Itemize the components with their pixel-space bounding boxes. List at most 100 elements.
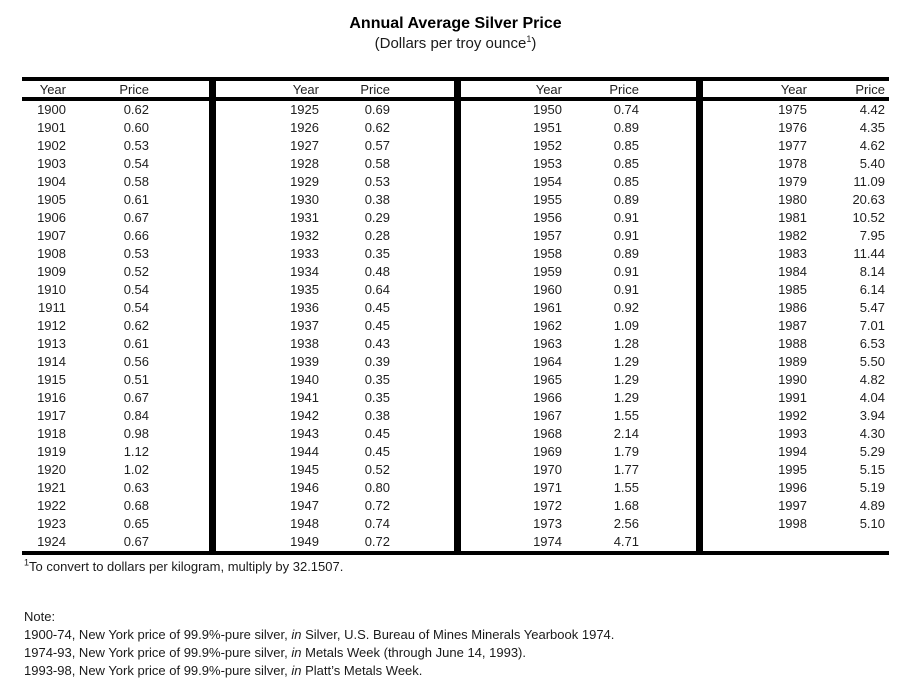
year-cell: 1921 bbox=[37, 480, 66, 495]
table-row: 1980 20.63 bbox=[703, 191, 889, 209]
table-row: 1929 0.53 bbox=[216, 173, 454, 191]
price-cell: 0.63 bbox=[123, 480, 149, 495]
year-cell: 1980 bbox=[778, 192, 807, 207]
year-column-header: Year bbox=[22, 81, 66, 101]
table-group-1900-1924: Year Price 1900 0.62 1901 0.60 1902 0.53 1903 0… bbox=[22, 81, 209, 551]
table-row: 1936 0.45 bbox=[216, 299, 454, 317]
price-cell: 5.10 bbox=[859, 516, 885, 531]
year-cell: 1928 bbox=[290, 156, 319, 171]
table-group-1975-1998: Year Price 1975 4.42 1976 4.35 1977 4.62 1978 5… bbox=[703, 81, 889, 551]
table-row: 1987 7.01 bbox=[703, 317, 889, 335]
table-row: 1989 5.50 bbox=[703, 353, 889, 371]
table-row: 1912 0.62 bbox=[22, 317, 209, 335]
table-row: 1918 0.98 bbox=[22, 425, 209, 443]
spacer-cell bbox=[390, 353, 454, 371]
spacer-cell bbox=[639, 371, 696, 389]
price-cell: 4.35 bbox=[859, 120, 885, 135]
spacer-cell bbox=[149, 389, 209, 407]
spacer-cell bbox=[639, 389, 696, 407]
year-cell: 1963 bbox=[533, 336, 562, 351]
table-row: 1945 0.52 bbox=[216, 461, 454, 479]
spacer-cell bbox=[149, 425, 209, 443]
spacer-cell bbox=[639, 281, 696, 299]
year-cell: 1994 bbox=[778, 444, 807, 459]
year-cell: 1946 bbox=[290, 480, 319, 495]
price-cell: 1.68 bbox=[613, 498, 639, 513]
year-cell: 1920 bbox=[37, 462, 66, 477]
table-row: 1946 0.80 bbox=[216, 479, 454, 497]
spacer-cell bbox=[390, 533, 454, 551]
spacer-cell bbox=[639, 479, 696, 497]
table-row: 1988 6.53 bbox=[703, 335, 889, 353]
note-text: 1993-98, New York price of 99.9%-pure si… bbox=[24, 663, 292, 678]
price-cell: 4.42 bbox=[859, 102, 885, 117]
year-cell: 1914 bbox=[37, 354, 66, 369]
price-cell: 0.52 bbox=[123, 264, 149, 279]
year-cell: 1903 bbox=[37, 156, 66, 171]
year-cell: 1965 bbox=[533, 372, 562, 387]
table-row: 1961 0.92 bbox=[461, 299, 696, 317]
spacer-header bbox=[885, 81, 889, 101]
year-cell: 1900 bbox=[37, 102, 66, 117]
spacer-cell bbox=[390, 191, 454, 209]
notes-label: Note: bbox=[24, 609, 56, 624]
table-footnote: 1To convert to dollars per kilogram, mul… bbox=[24, 558, 911, 575]
table-row: 1993 4.30 bbox=[703, 425, 889, 443]
spacer-cell bbox=[639, 227, 696, 245]
year-cell: 1961 bbox=[533, 300, 562, 315]
year-cell: 1948 bbox=[290, 516, 319, 531]
price-cell: 3.94 bbox=[859, 408, 885, 423]
spacer-cell bbox=[885, 263, 889, 281]
price-column-header: Price bbox=[807, 81, 885, 101]
table-row: 1978 5.40 bbox=[703, 155, 889, 173]
spacer-cell bbox=[885, 479, 889, 497]
spacer-cell bbox=[149, 173, 209, 191]
table-row: 1983 11.44 bbox=[703, 245, 889, 263]
price-cell: 5.50 bbox=[859, 354, 885, 369]
spacer-cell bbox=[149, 533, 209, 551]
spacer-cell bbox=[390, 299, 454, 317]
price-cell: 0.72 bbox=[364, 534, 390, 549]
spacer-cell bbox=[639, 461, 696, 479]
spacer-cell bbox=[390, 461, 454, 479]
price-cell: 0.98 bbox=[123, 426, 149, 441]
year-cell: 1953 bbox=[533, 156, 562, 171]
notes-section: Note: 1900-74, New York price of 99.9%-p… bbox=[24, 608, 911, 680]
title-block: Annual Average Silver Price (Dollars per… bbox=[0, 0, 911, 53]
year-cell: 1985 bbox=[778, 282, 807, 297]
table-row: 1913 0.61 bbox=[22, 335, 209, 353]
spacer-cell bbox=[639, 317, 696, 335]
spacer-cell bbox=[390, 407, 454, 425]
year-cell: 1989 bbox=[778, 354, 807, 369]
spacer-cell bbox=[885, 443, 889, 461]
spacer-cell bbox=[885, 119, 889, 137]
price-cell: 0.54 bbox=[123, 282, 149, 297]
price-cell: 4.62 bbox=[859, 138, 885, 153]
table-row: 1974 4.71 bbox=[461, 533, 696, 551]
year-cell: 1986 bbox=[778, 300, 807, 315]
spacer-cell bbox=[639, 497, 696, 515]
spacer-cell bbox=[390, 389, 454, 407]
year-cell: 1951 bbox=[533, 120, 562, 135]
spacer-cell bbox=[639, 173, 696, 191]
table-row: 1949 0.72 bbox=[216, 533, 454, 551]
year-cell: 1957 bbox=[533, 228, 562, 243]
year-cell: 1949 bbox=[290, 534, 319, 549]
price-cell: 4.30 bbox=[859, 426, 885, 441]
spacer-cell bbox=[149, 353, 209, 371]
table-row: 1907 0.66 bbox=[22, 227, 209, 245]
spacer-cell bbox=[149, 515, 209, 533]
price-cell: 0.65 bbox=[123, 516, 149, 531]
price-cell: 0.89 bbox=[613, 246, 639, 261]
spacer-cell bbox=[149, 461, 209, 479]
spacer-cell bbox=[390, 245, 454, 263]
price-cell: 5.47 bbox=[859, 300, 885, 315]
price-cell: 4.71 bbox=[613, 534, 639, 549]
price-cell: 0.68 bbox=[123, 498, 149, 513]
table-row: 1920 1.02 bbox=[22, 461, 209, 479]
year-cell: 1979 bbox=[778, 174, 807, 189]
note-text: Silver, U.S. Bureau of Mines Minerals Ye… bbox=[301, 627, 615, 642]
year-cell: 1938 bbox=[290, 336, 319, 351]
price-cell: 4.82 bbox=[859, 372, 885, 387]
